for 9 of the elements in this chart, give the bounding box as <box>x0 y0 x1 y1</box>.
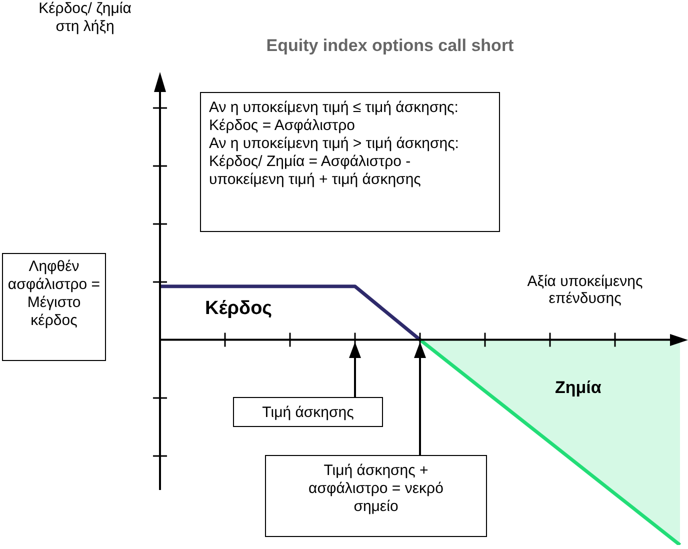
annotation: Ζημία <box>555 378 602 398</box>
x-axis-title: Αξία υποκείμενης επένδυσης <box>526 273 644 307</box>
text: Αν η υποκείμενη τιμή ≤ τιμή άσκησης: Κέρδος = Ασφάλιστρο Αν η υποκείμενη τιμή > τιμή άσκησης: Κέρδος/ Ζημία = Ασφάλιστρο - υποκείμενη τιμή + τιμή άσκησης <box>200 92 500 232</box>
text: Ληφθέν ασφάλιστρο = Μέγιστο κέρδος <box>2 253 106 361</box>
annotation: Τιμή άσκησης <box>233 397 383 427</box>
annotation: Τιμή άσκησης + ασφάλιστρο = νεκρό σημείο <box>265 455 487 537</box>
annotation: Κέρδος <box>205 298 272 321</box>
text: Κέρδος/ ζημία στη λήξη <box>38 0 132 36</box>
chart-title: Equity index options call short <box>265 36 515 56</box>
